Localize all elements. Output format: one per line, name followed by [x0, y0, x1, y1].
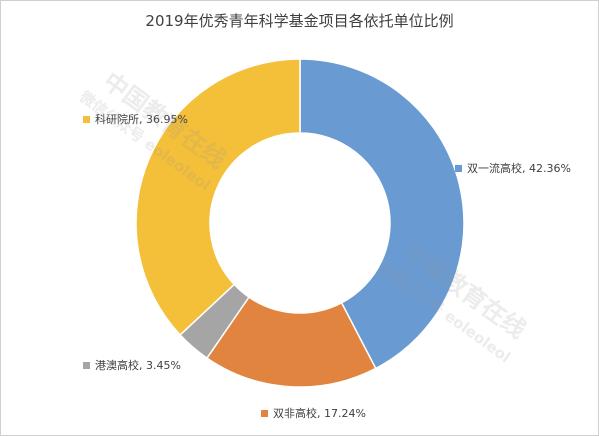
- label-text-0: 双一流高校, 42.36%: [467, 162, 571, 175]
- slice-research-institutes: [135, 58, 301, 336]
- slice-double-first-class: [299, 58, 465, 370]
- label-other-universities: 双非高校, 17.24%: [261, 405, 366, 421]
- swatch-2: [83, 361, 90, 369]
- label-text-3: 科研院所, 36.95%: [95, 113, 188, 126]
- label-research-institutes: 科研院所, 36.95%: [83, 111, 188, 127]
- swatch-0: [455, 164, 462, 172]
- label-text-2: 港澳高校, 3.45%: [95, 359, 181, 372]
- chart-title: 2019年优秀青年科学基金项目各依托单位比例: [145, 12, 454, 30]
- swatch-1: [261, 409, 268, 417]
- label-text-1: 双非高校, 17.24%: [273, 407, 366, 420]
- swatch-3: [83, 115, 90, 123]
- label-double-first-class: 双一流高校, 42.36%: [455, 160, 571, 176]
- label-hk-macau: 港澳高校, 3.45%: [83, 357, 181, 373]
